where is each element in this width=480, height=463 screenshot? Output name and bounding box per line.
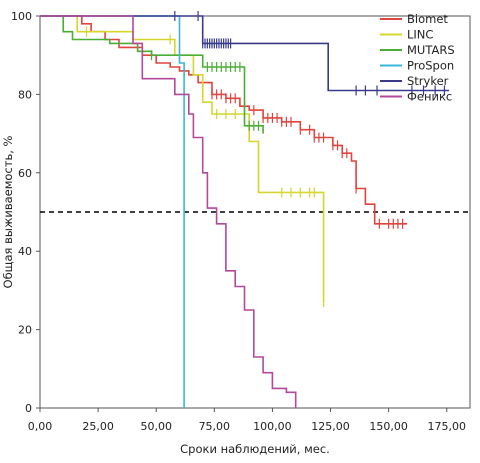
y-tick-label: 20: [18, 324, 32, 337]
y-tick-label: 60: [18, 167, 32, 180]
series-line-MUTARS: [40, 15, 264, 134]
legend-label: MUTARS: [407, 43, 455, 57]
series-group: [40, 11, 470, 408]
x-tick-label: 75,00: [199, 420, 231, 433]
x-tick-label: 125,00: [311, 420, 350, 433]
x-tick-label: 0,00: [28, 420, 53, 433]
legend-label: Феникс: [407, 90, 452, 104]
x-tick-label: 175,00: [428, 420, 467, 433]
series-line-Stryker: [40, 15, 450, 92]
x-axis-label: Сроки наблюдений, мес.: [180, 442, 330, 456]
y-tick-label: 100: [11, 10, 32, 23]
y-tick-label: 40: [18, 245, 32, 258]
x-tick-label: 25,00: [82, 420, 114, 433]
legend-label: Stryker: [407, 74, 449, 88]
x-tick-label: 50,00: [140, 420, 172, 433]
legend-label: Biomet: [407, 12, 448, 26]
x-tick-label: 150,00: [369, 420, 408, 433]
legend-label: ProSpon: [407, 59, 454, 73]
series-line-LINC: [40, 15, 325, 303]
y-axis-label: Общая выживаемость, %: [1, 135, 15, 288]
legend-label: LINC: [407, 28, 433, 42]
series-line-Феникс: [40, 15, 297, 408]
y-tick-label: 0: [25, 402, 32, 415]
x-tick-label: 100,00: [253, 420, 292, 433]
axes: 0,00 25,00 50,00 75,00 100,00 125,00 150,00 175…: [11, 10, 466, 433]
series-line-Biomet: [40, 15, 408, 225]
y-tick-label: 80: [18, 88, 32, 101]
